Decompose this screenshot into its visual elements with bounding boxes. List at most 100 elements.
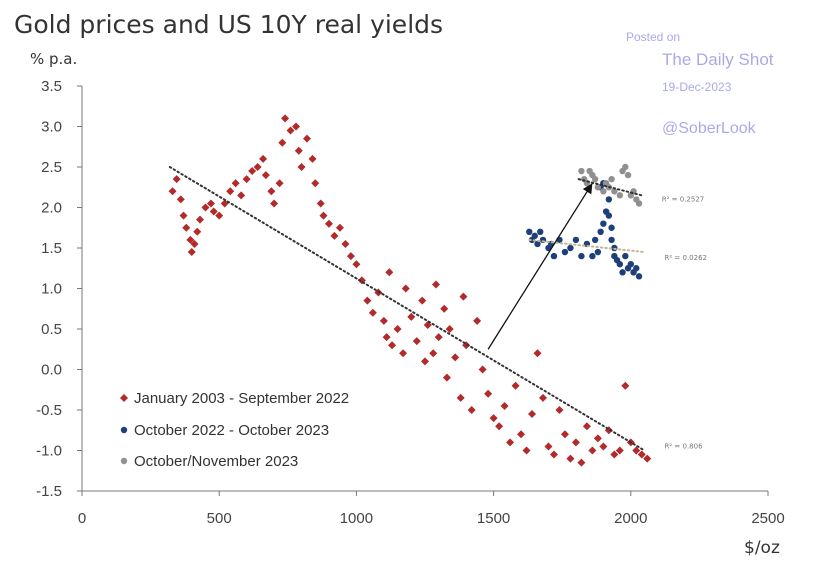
series-0-point <box>484 389 493 398</box>
series-0-point <box>195 215 204 224</box>
series-0-point <box>286 126 295 135</box>
series-0-point <box>319 211 328 220</box>
y-tick-label: 0.0 <box>41 362 62 379</box>
series-0-point <box>599 442 608 451</box>
series-0-point <box>459 292 468 301</box>
series-1-point <box>572 236 580 244</box>
trendline-2 <box>577 178 643 197</box>
series-0-point <box>193 227 202 236</box>
legend-marker-2 <box>120 457 128 465</box>
r-squared-label-0: R² = 0.806 <box>665 443 704 451</box>
series-0-point <box>215 211 224 220</box>
series-0-point <box>352 260 361 269</box>
series-1-point <box>594 248 602 256</box>
x-tick-label: 2500 <box>751 510 784 527</box>
series-1-point <box>578 252 585 260</box>
series-1-point <box>526 228 533 235</box>
series-0-point <box>186 235 195 244</box>
series-0-point <box>588 446 597 455</box>
series-0-point <box>308 154 317 163</box>
series-0-point <box>385 268 394 277</box>
series-0-point <box>292 122 301 131</box>
trendline-1 <box>528 238 646 254</box>
series-0-point <box>478 365 487 374</box>
series-0-point <box>209 207 218 216</box>
series-0-point <box>259 154 268 163</box>
series-0-point <box>544 442 553 451</box>
series-1-point <box>616 261 624 268</box>
series-1-point <box>600 220 607 227</box>
series-1-point <box>619 269 626 276</box>
series-2-point <box>635 200 643 207</box>
series-1-point <box>537 228 544 235</box>
series-0-point <box>253 163 262 171</box>
series-0-point <box>248 167 257 176</box>
series-1-point <box>608 224 615 231</box>
series-0-point <box>316 199 325 208</box>
series-0-point <box>176 195 185 204</box>
series-0-point <box>226 187 235 196</box>
legend-label-1: October 2022 - October 2023 <box>134 422 329 439</box>
y-tick-label: -1.0 <box>36 443 62 460</box>
series-0-point <box>440 304 449 313</box>
series-0-point <box>593 434 602 443</box>
series-1-point <box>627 261 634 268</box>
series-0-point <box>382 333 391 342</box>
series-0-point <box>201 203 210 212</box>
series-0-point <box>311 179 320 188</box>
series-2-point <box>622 163 629 171</box>
series-1-point <box>635 273 643 280</box>
series-0-point <box>637 450 646 459</box>
series-0-point <box>363 296 372 305</box>
source-date: 19-Dec-2023 <box>662 80 732 94</box>
series-0-point <box>582 422 591 431</box>
series-0-point <box>621 381 630 390</box>
chart-title: Gold prices and US 10Y real yields <box>14 10 444 39</box>
series-1-point <box>550 252 558 260</box>
series-2-point <box>624 171 632 179</box>
series-0-point <box>270 199 279 208</box>
series-0-point <box>560 430 569 439</box>
series-0-point <box>388 341 397 350</box>
y-tick-label: -1.5 <box>36 483 62 500</box>
series-0-point <box>294 146 303 155</box>
series-1-point <box>597 228 604 235</box>
series-0-point <box>278 138 287 147</box>
series-0-point <box>632 446 641 455</box>
series-2-point <box>611 188 618 195</box>
series-0-point <box>473 316 482 325</box>
series-0-point <box>421 357 429 366</box>
series-0-point <box>330 231 339 240</box>
legend-marker-1 <box>120 426 128 434</box>
y-tick-label: 3.5 <box>41 78 62 95</box>
series-0-point <box>341 239 350 248</box>
series-2-point <box>616 192 624 199</box>
series-1-point <box>534 240 541 248</box>
y-tick-label: 0.5 <box>41 321 62 338</box>
series-0-point <box>533 349 542 358</box>
y-tick-label: 1.0 <box>41 281 62 298</box>
series-0-point <box>379 316 388 325</box>
y-axis-unit: % p.a. <box>30 50 78 68</box>
series-0-point <box>231 179 240 188</box>
series-0-point <box>429 349 438 358</box>
series-0-point <box>267 187 276 196</box>
series-0-point <box>577 458 586 467</box>
series-0-point <box>399 349 408 358</box>
series-1-point <box>611 252 618 260</box>
x-tick-label: 1500 <box>477 510 510 527</box>
series-1-point <box>605 196 613 203</box>
series-0-point <box>467 406 476 414</box>
legend-label-0: January 2003 - September 2022 <box>134 390 349 407</box>
source-handle: @SoberLook <box>662 120 756 137</box>
series-0-point <box>528 410 537 419</box>
series-1-point <box>622 252 629 260</box>
series-0-point <box>237 191 246 200</box>
series-0-point <box>297 163 306 171</box>
series-0-point <box>566 454 575 463</box>
series-1-point <box>561 248 569 256</box>
series-0-point <box>489 414 498 423</box>
series-0-point <box>172 175 181 184</box>
x-axis-unit: $/oz <box>744 538 780 558</box>
